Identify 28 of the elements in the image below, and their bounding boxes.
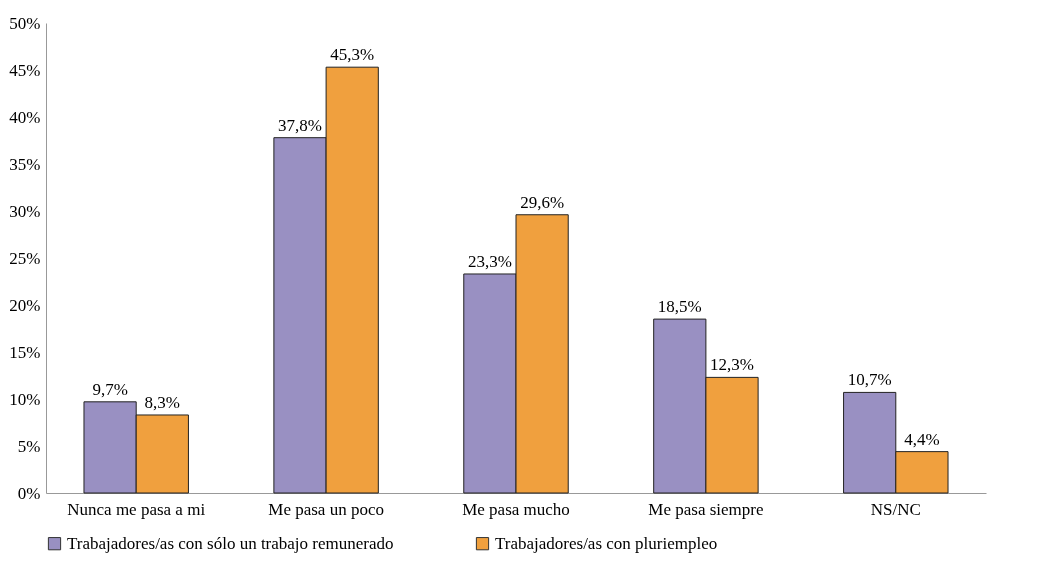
data-label: 4,4% [904,429,940,449]
data-label: 18,5% [657,297,702,317]
data-label: 23,3% [467,251,512,271]
y-tick-label: 25% [9,248,41,268]
data-label: 10,7% [847,370,892,390]
data-label: 8,3% [144,392,181,412]
x-tick-label: Nunca me pasa a mi [67,499,206,519]
y-tick-label: 50% [9,13,41,33]
data-label: 45,3% [330,45,375,65]
y-tick-label: 35% [9,154,41,174]
legend-label: Trabajadores/as con pluriempleo [495,533,718,553]
y-tick-label: 20% [9,295,41,315]
data-label: 29,6% [520,192,565,212]
x-tick-label: NS/NC [870,499,921,519]
y-tick-label: 15% [9,342,41,362]
y-tick-label: 0% [17,483,41,503]
x-tick-label: Me pasa un poco [268,499,384,519]
y-tick-label: 5% [17,436,41,456]
y-tick-label: 45% [9,60,41,80]
y-tick-label: 30% [9,201,41,221]
data-label: 12,3% [710,355,754,375]
y-tick-label: 40% [9,107,41,127]
data-label: 37,8% [278,115,322,135]
y-tick-label: 10% [9,389,41,409]
x-tick-label: Me pasa mucho [462,499,570,519]
data-label: 9,7% [92,379,128,399]
legend-label: Trabajadores/as con sólo un trabajo remunerado [67,533,394,553]
x-tick-label: Me pasa siempre [648,499,764,519]
